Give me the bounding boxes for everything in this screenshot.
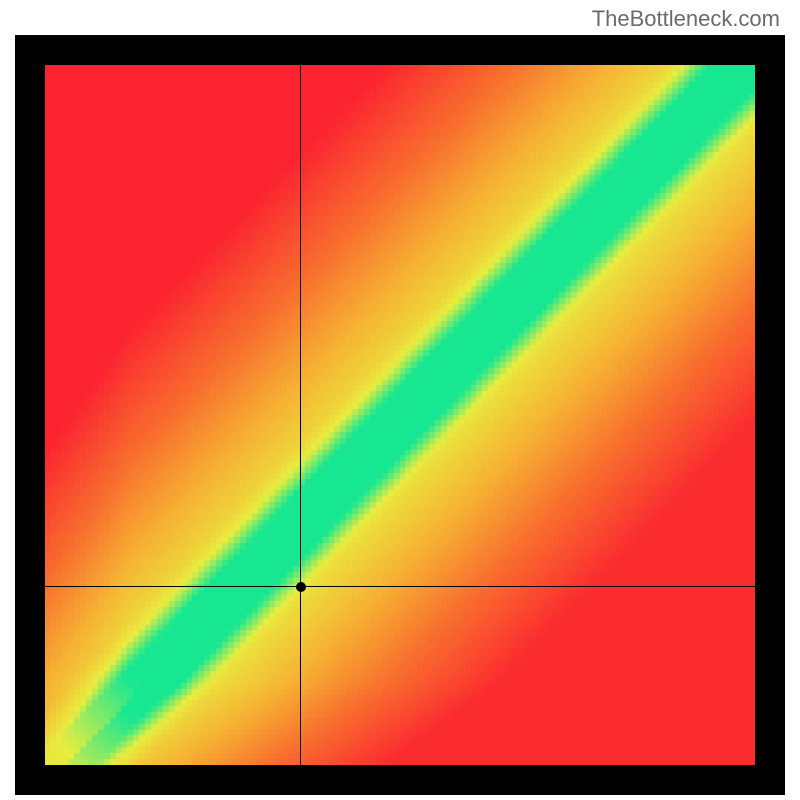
bottleneck-heatmap bbox=[45, 65, 755, 765]
crosshair-vertical bbox=[300, 65, 301, 765]
watermark-text: TheBottleneck.com bbox=[592, 6, 780, 32]
crosshair-marker bbox=[296, 582, 306, 592]
crosshair-horizontal bbox=[45, 586, 755, 587]
chart-container: TheBottleneck.com bbox=[0, 0, 800, 800]
